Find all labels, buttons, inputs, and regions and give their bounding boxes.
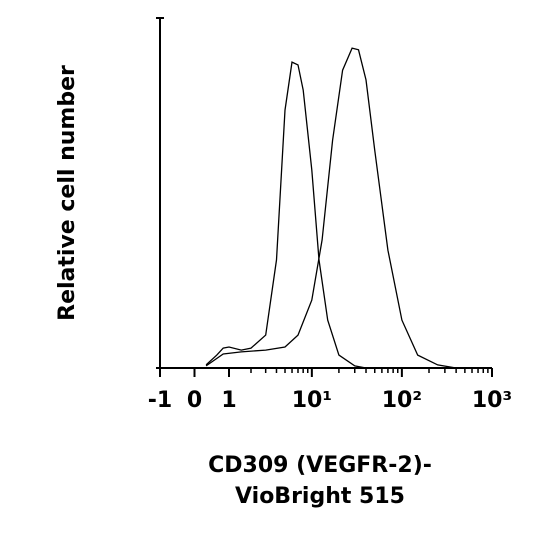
x-axis-label: CD309 (VEGFR-2)- [208,453,432,478]
y-axis-label: Relative cell number [55,65,80,321]
x-tick-label: 1 [221,388,236,413]
x-tick-label: 0 [187,388,202,413]
histogram-line [205,61,367,369]
x-tick-label: 10³ [472,388,512,413]
histogram-line [205,47,457,369]
x-tick-label: 10² [382,388,422,413]
x-tick-label: 10¹ [292,388,332,413]
x-tick-label: -1 [148,388,172,413]
x-axis-label: VioBright 515 [235,484,405,509]
